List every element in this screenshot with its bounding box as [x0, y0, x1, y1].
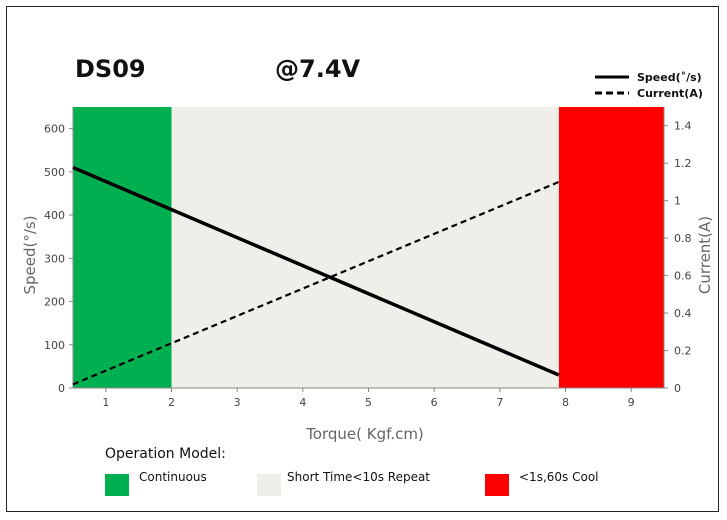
x-tick-label: 5 [365, 396, 372, 409]
series-lines [72, 165, 560, 386]
region-0 [73, 107, 172, 388]
y-tick-label: 600 [44, 123, 65, 136]
x-tick-label: 2 [168, 396, 175, 409]
legend: Speed(˚/s) Current(A) [595, 71, 703, 100]
speed-line [72, 165, 560, 377]
y-axis-title: Speed(°/s) [21, 215, 39, 294]
x-tick-label: 1 [102, 396, 109, 409]
x-tick-label: 3 [234, 396, 241, 409]
op-label-cool: <1s,60s Cool [519, 470, 599, 484]
x-tick-label: 4 [299, 396, 306, 409]
y2-tick-label: 0.2 [674, 345, 692, 358]
current-line [72, 180, 560, 386]
operation-model-title: Operation Model: [105, 446, 226, 462]
legend-speed-label: Speed(˚/s) [637, 71, 702, 84]
chart-subtitle: @7.4V [275, 55, 361, 83]
legend-current-label: Current(A) [637, 87, 703, 100]
axes [69, 107, 668, 392]
y2-tick-label: 1 [674, 195, 681, 208]
chart-frame: DS09 @7.4V Speed(˚/s) Current(A) 1 2 3 4 5 6 7… [6, 6, 719, 512]
y-tick-label: 500 [44, 166, 65, 179]
y2-axis-title: Current(A) [696, 216, 714, 294]
region-2 [558, 107, 664, 388]
y2-tick-label: 0.4 [674, 307, 692, 320]
x-tick-label: 9 [628, 396, 635, 409]
y2-tick-label: 1.2 [674, 157, 692, 170]
y2-tick-label: 0.6 [674, 270, 692, 283]
chart: DS09 @7.4V Speed(˚/s) Current(A) 1 2 3 4 5 6 7… [21, 55, 714, 496]
y2-tick-label: 1.4 [674, 120, 692, 133]
y-tick-label: 400 [44, 209, 65, 222]
x-axis-title: Torque( Kgf.cm) [305, 425, 424, 443]
tick-labels: 1 2 3 4 5 6 7 8 9 0 100 200 300 400 500 600 0 0.2 0.4 0.6 0.… [44, 120, 692, 409]
y-tick-label: 0 [58, 382, 65, 395]
y-tick-label: 200 [44, 296, 65, 309]
y-tick-label: 100 [44, 339, 65, 352]
op-label-continuous: Continuous [139, 470, 207, 484]
op-swatch-continuous [105, 474, 129, 496]
y-tick-label: 300 [44, 252, 65, 265]
y2-tick-label: 0.8 [674, 232, 692, 245]
op-swatch-short-time [257, 474, 281, 496]
op-label-short-time: Short Time<10s Repeat [287, 470, 430, 484]
x-tick-label: 8 [562, 396, 569, 409]
x-tick-label: 6 [431, 396, 438, 409]
x-tick-label: 7 [496, 396, 503, 409]
op-swatch-cool [485, 474, 509, 496]
operation-model-legend: Continuous Short Time<10s Repeat <1s,60s… [105, 470, 599, 496]
y2-tick-label: 0 [674, 382, 681, 395]
chart-title: DS09 [75, 55, 146, 83]
region-1 [171, 107, 559, 388]
operation-regions [73, 107, 664, 388]
